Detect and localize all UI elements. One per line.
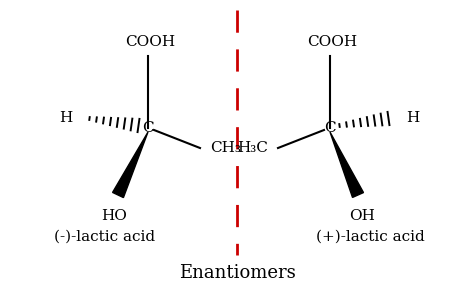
Text: CH₃: CH₃ — [210, 141, 241, 155]
Text: H: H — [406, 111, 419, 125]
Text: (-)-lactic acid: (-)-lactic acid — [55, 230, 155, 244]
Polygon shape — [113, 132, 148, 197]
Text: C: C — [142, 121, 154, 135]
Text: COOH: COOH — [307, 35, 357, 49]
Text: COOH: COOH — [125, 35, 175, 49]
Text: Enantiomers: Enantiomers — [179, 264, 295, 282]
Text: HO: HO — [101, 209, 127, 223]
Text: H₃C: H₃C — [237, 141, 268, 155]
Text: OH: OH — [349, 209, 375, 223]
Text: (+)-lactic acid: (+)-lactic acid — [316, 230, 424, 244]
Polygon shape — [330, 132, 364, 197]
Text: H: H — [59, 111, 72, 125]
Text: C: C — [324, 121, 336, 135]
